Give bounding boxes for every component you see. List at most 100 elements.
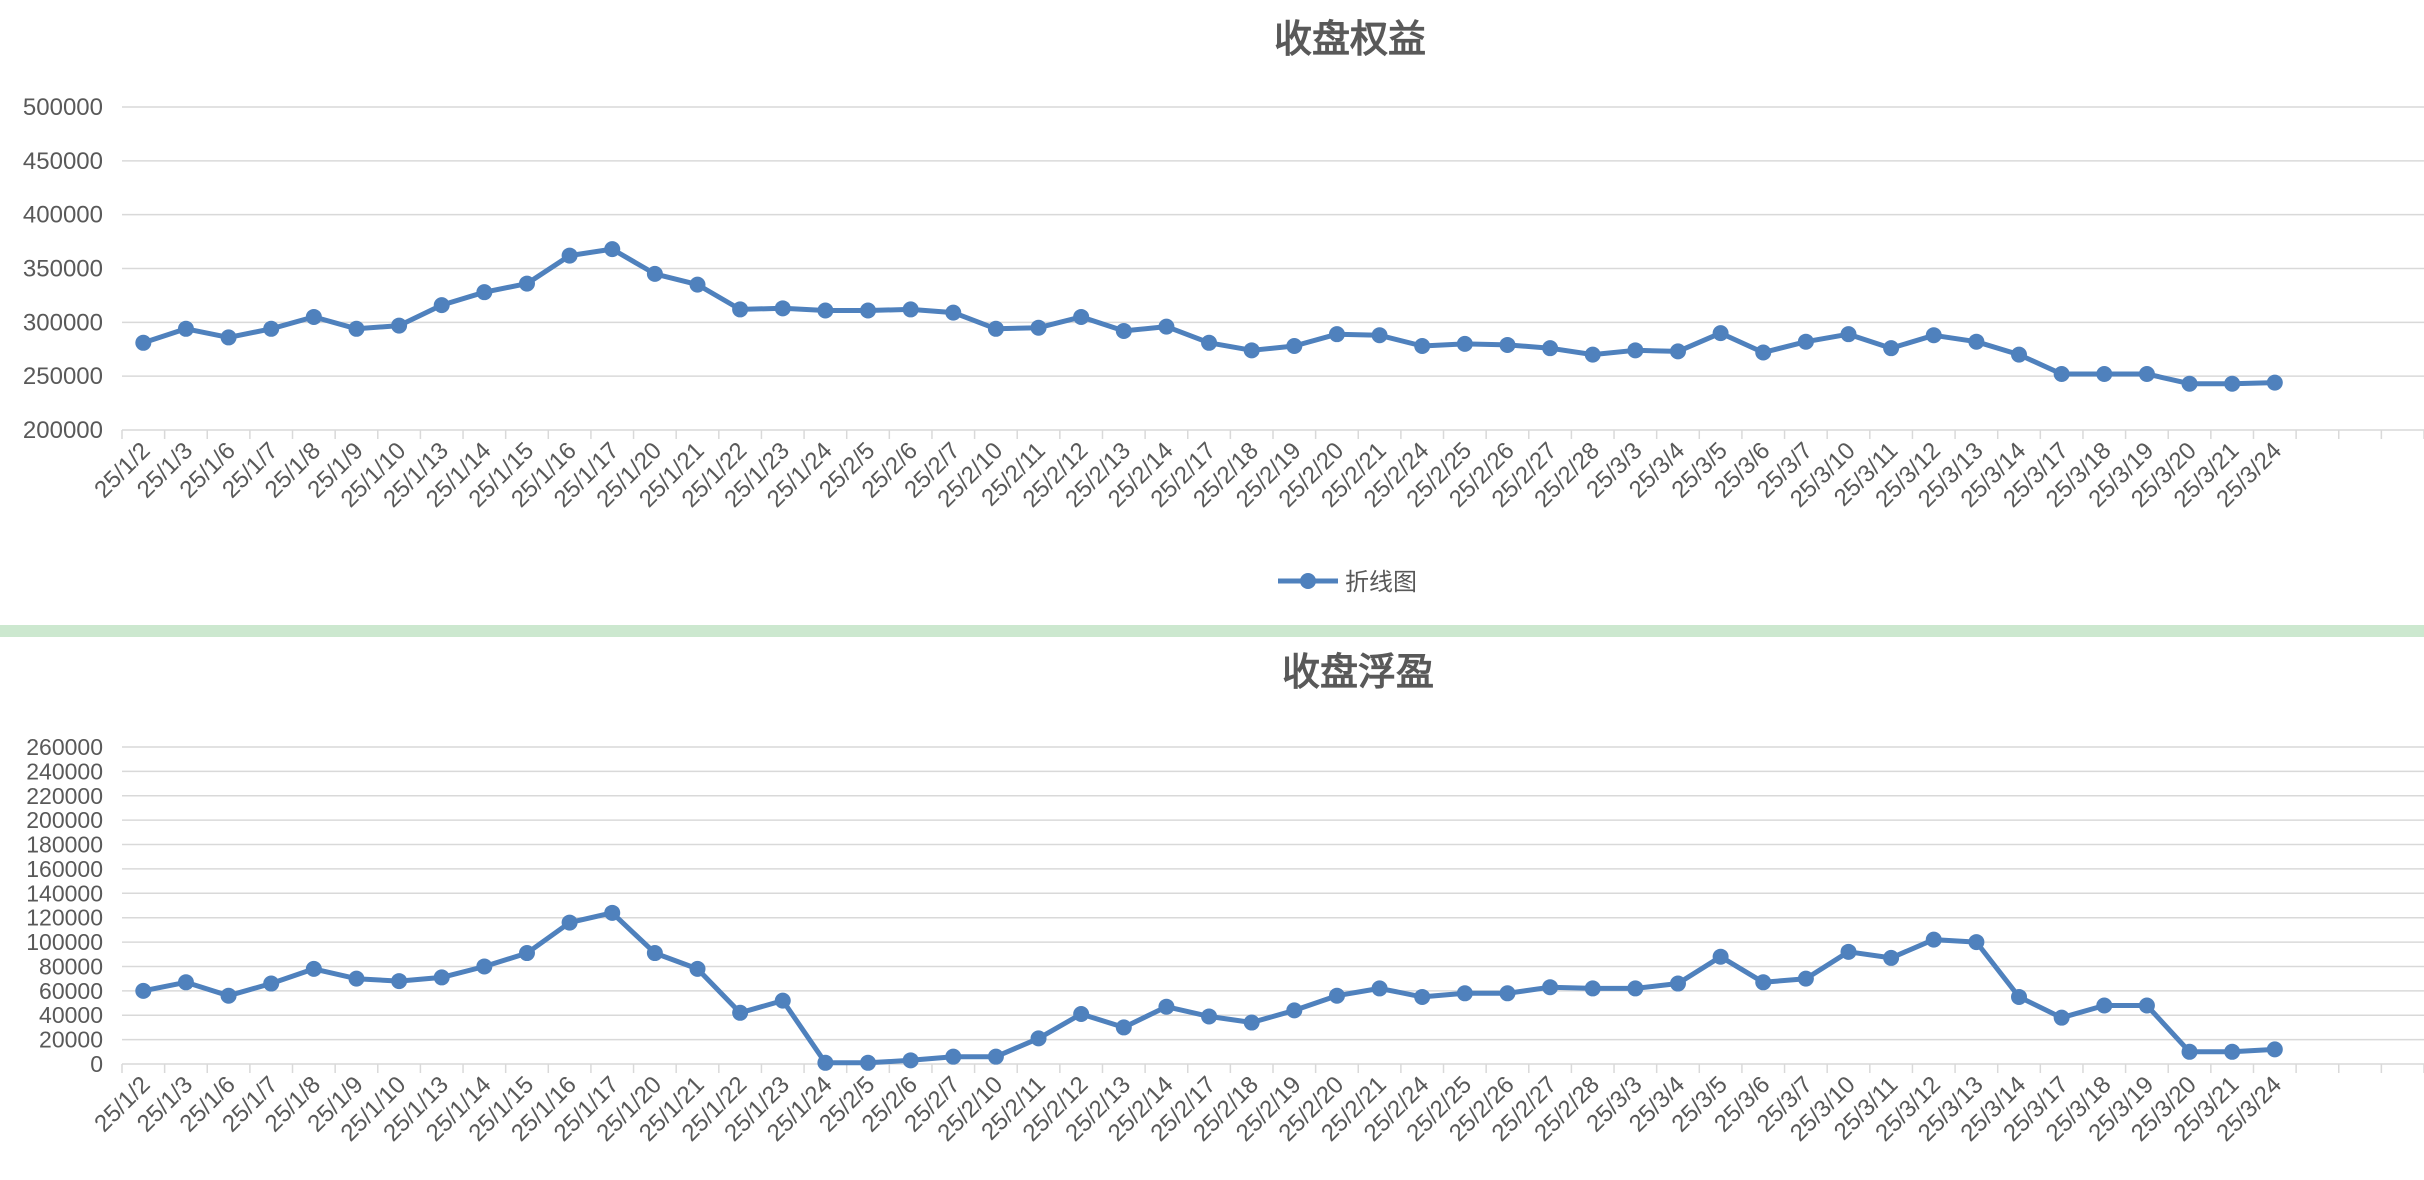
- data-point: [1328, 987, 1345, 1004]
- data-point: [1030, 1030, 1047, 1047]
- data-point: [1712, 325, 1729, 342]
- y-tick-label: 260000: [26, 734, 103, 760]
- data-point: [2011, 988, 2028, 1005]
- chart-title: 收盘浮盈: [1282, 651, 1434, 694]
- data-point: [305, 960, 322, 977]
- y-tick-label: 100000: [26, 929, 103, 955]
- data-point: [135, 334, 152, 351]
- data-point: [2138, 366, 2155, 383]
- data-point: [1925, 327, 1942, 344]
- data-point: [433, 969, 450, 986]
- data-point: [1925, 931, 1942, 948]
- data-point: [1755, 974, 1772, 991]
- data-point: [2224, 1043, 2241, 1060]
- data-point: [1712, 948, 1729, 965]
- y-axis-ticks: 0200004000060000800001000001200001400001…: [26, 734, 103, 1077]
- data-point: [1073, 1006, 1090, 1023]
- data-point: [476, 284, 493, 301]
- y-tick-label: 160000: [26, 856, 103, 882]
- data-point: [1840, 326, 1857, 343]
- data-point: [476, 958, 493, 975]
- data-point: [220, 329, 237, 346]
- data-point: [135, 982, 152, 999]
- data-point: [391, 973, 408, 990]
- data-point: [732, 1004, 749, 1021]
- data-point: [1243, 342, 1260, 359]
- data-point: [604, 904, 621, 921]
- data-point: [518, 945, 535, 962]
- legend-marker-icon: [1300, 573, 1316, 589]
- data-point: [1968, 934, 1985, 951]
- data-point: [1755, 344, 1772, 361]
- data-point: [945, 304, 962, 321]
- y-tick-label: 80000: [39, 953, 103, 979]
- data-point: [2011, 346, 2028, 363]
- data-point: [1201, 334, 1218, 351]
- y-tick-label: 250000: [23, 363, 103, 390]
- data-point: [689, 960, 706, 977]
- data-point: [1115, 1019, 1132, 1036]
- data-point: [987, 1048, 1004, 1065]
- data-point: [2096, 997, 2113, 1014]
- data-point: [2224, 375, 2241, 392]
- legend: 折线图: [1278, 569, 1417, 596]
- legend-label: 折线图: [1345, 569, 1417, 596]
- series-line: [135, 241, 2283, 392]
- data-point: [561, 247, 578, 264]
- data-point: [646, 945, 663, 962]
- y-tick-label: 200000: [26, 807, 103, 833]
- data-point: [2053, 366, 2070, 383]
- data-point: [305, 308, 322, 325]
- data-point: [1456, 985, 1473, 1002]
- data-point: [1797, 970, 1814, 987]
- data-point: [646, 265, 663, 282]
- chart-title: 收盘权益: [1274, 18, 1426, 61]
- y-tick-label: 500000: [23, 94, 103, 121]
- data-point: [1627, 980, 1644, 997]
- data-point: [2096, 366, 2113, 383]
- x-axis: 25/1/225/1/325/1/625/1/725/1/825/1/925/1…: [89, 429, 2424, 513]
- y-tick-label: 200000: [23, 417, 103, 444]
- x-axis: 25/1/225/1/325/1/625/1/725/1/825/1/925/1…: [89, 1063, 2424, 1147]
- series-line-path: [140, 246, 2278, 387]
- data-point: [1499, 336, 1516, 353]
- data-point: [774, 300, 791, 317]
- data-point: [348, 970, 365, 987]
- data-point: [220, 987, 237, 1004]
- data-point: [1073, 308, 1090, 325]
- y-tick-label: 240000: [26, 758, 103, 784]
- data-point: [433, 297, 450, 314]
- data-point: [1883, 340, 1900, 357]
- data-point: [1243, 1014, 1260, 1031]
- y-tick-label: 0: [90, 1051, 103, 1077]
- data-point: [1286, 338, 1303, 355]
- chart-splitter[interactable]: [0, 625, 2424, 637]
- y-tick-label: 20000: [39, 1027, 103, 1053]
- data-point: [1456, 335, 1473, 352]
- equity-line-chart: 收盘权益 200000 250000 300000 350000 400000 45000…: [23, 18, 2424, 596]
- grid-lines: [122, 106, 2424, 377]
- data-point: [817, 1054, 834, 1071]
- data-point: [1584, 346, 1601, 363]
- data-point: [1414, 338, 1431, 355]
- data-point: [1115, 322, 1132, 339]
- data-point: [1414, 988, 1431, 1005]
- data-point: [2181, 375, 2198, 392]
- data-point: [945, 1048, 962, 1065]
- y-tick-label: 350000: [23, 256, 103, 283]
- y-tick-label: 140000: [26, 880, 103, 906]
- data-point: [1584, 980, 1601, 997]
- data-point: [2138, 997, 2155, 1014]
- y-tick-label: 450000: [23, 148, 103, 175]
- data-point: [1542, 979, 1559, 996]
- data-point: [2266, 374, 2283, 391]
- data-point: [1328, 326, 1345, 343]
- data-point: [263, 320, 280, 337]
- y-axis-ticks: 200000 250000 300000 350000 400000 450000 5000…: [23, 94, 103, 444]
- data-point: [902, 1052, 919, 1069]
- grid-lines: [122, 746, 2424, 1041]
- data-point: [902, 301, 919, 318]
- data-point: [561, 914, 578, 931]
- data-point: [391, 317, 408, 334]
- data-point: [1158, 318, 1175, 335]
